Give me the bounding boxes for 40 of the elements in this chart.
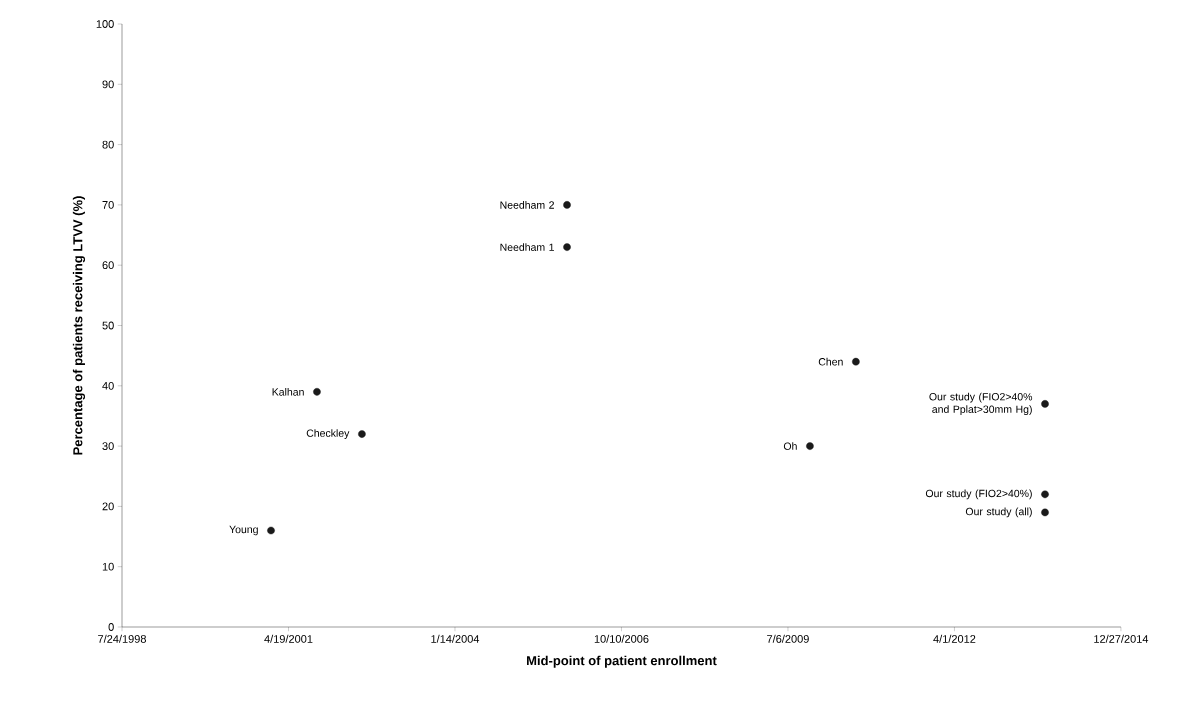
annotation: Oh xyxy=(783,442,797,450)
annotation: Needham 1 xyxy=(500,243,554,251)
point xyxy=(806,442,814,450)
annotation: Our study (all) xyxy=(965,507,1032,518)
y-tick-label: 100 xyxy=(96,20,114,28)
point xyxy=(563,243,571,251)
y-tick-label: 50 xyxy=(102,321,114,330)
annotation: Kalhan xyxy=(272,387,304,396)
point xyxy=(313,388,321,396)
annotation: Checkley xyxy=(306,429,350,439)
y-tick-label: 90 xyxy=(102,80,114,89)
y-tick-label: 80 xyxy=(102,140,114,149)
x-tick-label: 7/24/1998 xyxy=(98,634,146,643)
annotation: Needham 2 xyxy=(500,201,554,209)
annotation: Chen xyxy=(818,357,843,366)
x-tick-label: 4/19/2001 xyxy=(264,634,313,643)
y-tick-label: 30 xyxy=(102,442,114,450)
x-tick-label: 1/14/2004 xyxy=(431,634,480,643)
annotation: Our study (FIO2>40% and Pplat>30mm Hg) xyxy=(929,392,1033,416)
point xyxy=(267,526,275,535)
x-tick-label: 12/27/2014 xyxy=(1094,634,1149,643)
point xyxy=(563,201,571,209)
x-axis-title: Mid-point of patient enrollment xyxy=(527,655,717,668)
y-tick-label: 70 xyxy=(102,200,114,209)
y-tick-label: 10 xyxy=(102,562,114,571)
y-tick-label: 40 xyxy=(102,381,114,390)
point xyxy=(358,430,366,438)
y-tick-label: 60 xyxy=(102,261,114,270)
y-tick-label: 0 xyxy=(108,623,114,631)
y-axis-title: Percentage of patients receiving LTVV (%) xyxy=(72,196,86,455)
annotation: Our study (FIO2>40%) xyxy=(925,489,1032,500)
annotation: Young xyxy=(229,525,258,536)
point xyxy=(1041,400,1049,408)
x-tick-label: 7/6/2009 xyxy=(767,634,809,643)
point xyxy=(852,357,860,366)
x-tick-label: 10/10/2006 xyxy=(594,634,649,643)
point xyxy=(1041,490,1049,499)
x-tick-label: 4/1/2012 xyxy=(933,634,976,643)
point xyxy=(1041,508,1049,517)
y-tick-label: 20 xyxy=(102,502,114,511)
